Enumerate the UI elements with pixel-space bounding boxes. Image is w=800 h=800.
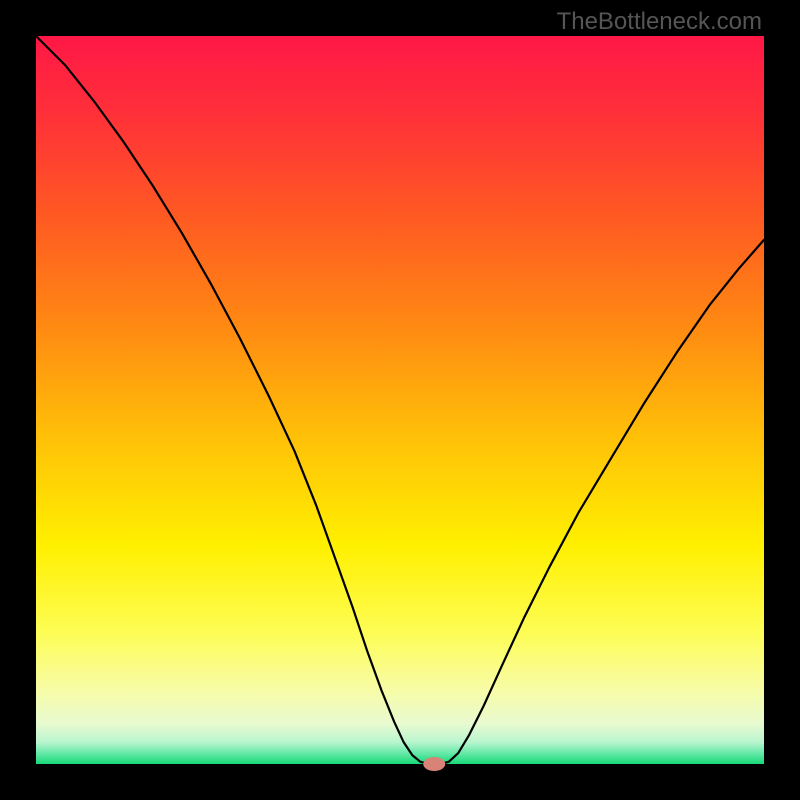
- plot-background-gradient: [36, 36, 764, 764]
- watermark-text: TheBottleneck.com: [557, 8, 762, 36]
- bottleneck-curve-chart: [0, 0, 800, 800]
- optimum-marker: [423, 757, 445, 771]
- chart-stage: TheBottleneck.com: [0, 0, 800, 800]
